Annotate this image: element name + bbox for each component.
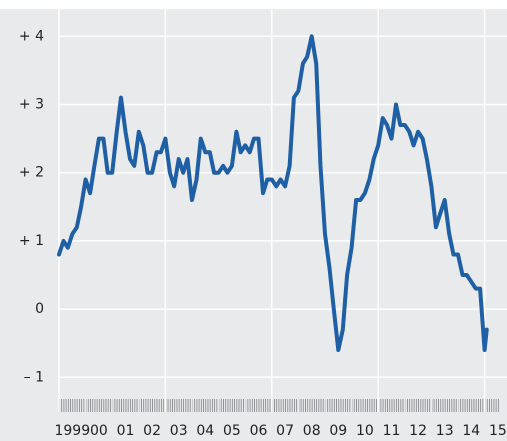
x-tick-label: 01 [117, 423, 135, 439]
y-tick-label: – 1 [24, 369, 44, 385]
x-tick-label: 1999 [54, 423, 90, 439]
y-tick-label: + 4 [19, 28, 44, 44]
data-line [57, 34, 489, 353]
month-ticks [59, 399, 499, 412]
x-tick-label: 13 [436, 423, 454, 439]
x-tick-label: 06 [250, 423, 268, 439]
x-tick-label: 05 [223, 423, 241, 439]
x-tick-label: 10 [356, 423, 374, 439]
x-tick-label: 04 [196, 423, 214, 439]
x-tick-label: 12 [409, 423, 427, 439]
x-tick-label: 14 [462, 423, 480, 439]
x-tick-label: 03 [170, 423, 188, 439]
y-tick-label: + 3 [19, 96, 44, 112]
x-tick-label: 11 [383, 423, 401, 439]
x-tick-label: 15 [489, 423, 507, 439]
x-tick-label: 02 [143, 423, 161, 439]
x-tick-label: 00 [90, 423, 108, 439]
y-tick-label: + 2 [19, 165, 44, 181]
x-tick-label: 09 [329, 423, 347, 439]
x-tick-label: 07 [276, 423, 294, 439]
y-tick-label: 0 [35, 301, 44, 317]
x-tick-label: 08 [303, 423, 321, 439]
y-tick-label: + 1 [19, 233, 44, 249]
plot-background [0, 9, 507, 441]
